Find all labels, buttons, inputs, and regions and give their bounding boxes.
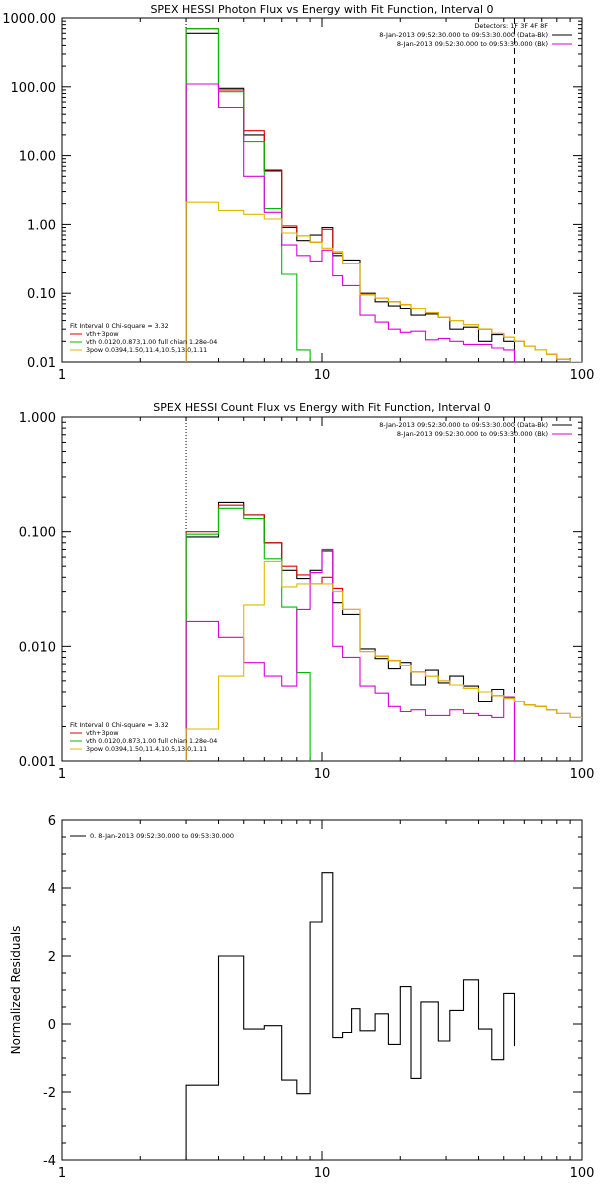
x-tick-label: 1	[58, 767, 66, 782]
series-3-line	[185, 28, 311, 362]
y-tick-label: 1000.00	[2, 12, 56, 27]
y-tick-label: 0.10	[27, 287, 56, 302]
chart-2: SPEX HESSI Count Flux vs Energy with Fit…	[19, 401, 595, 782]
legend-entry: 8-Jan-2013 09:52:30.000 to 09:53:30.000 …	[379, 31, 548, 39]
legend-entry: 8-Jan-2013 09:52:30.000 to 09:53:30.000 …	[379, 421, 548, 429]
y-tick-label: 2	[48, 950, 56, 965]
y-tick-label: 0.100	[19, 526, 56, 541]
x-tick-label: 10	[314, 1166, 331, 1181]
y-tick-label: 4	[48, 882, 56, 897]
y-tick-label: 1.00	[27, 218, 56, 233]
legend-entry: Detectors: 1F 3F 4F 8F	[474, 22, 548, 30]
legend-entry: 0. 8-Jan-2013 09:52:30.000 to 09:53:30.0…	[90, 832, 234, 840]
series-2-line	[185, 28, 582, 362]
y-tick-label: 0.01	[27, 356, 56, 371]
series-4-line	[185, 548, 516, 761]
legend-entry: 8-Jan-2013 09:52:30.000 to 09:53:30.000 …	[397, 40, 548, 48]
y-tick-label: 1.000	[19, 411, 56, 426]
chart-3: Normalized Residuals 1 10 100 6 4 2 0 -2 -4 0. 8-J…	[9, 814, 594, 1181]
plot-frame	[61, 17, 583, 363]
y-tick-label: 0	[48, 1018, 56, 1033]
legend-entry: Fit Interval 0 Chi-square = 3.32	[70, 323, 169, 330]
series-2-line	[185, 504, 582, 761]
x-tick-label: 1	[58, 1166, 66, 1181]
series-5-line	[185, 560, 582, 761]
y-tick-label: 10.00	[19, 150, 56, 165]
chart-title: SPEX HESSI Count Flux vs Energy with Fit…	[153, 401, 490, 414]
y-tick-label: -4	[43, 1154, 56, 1169]
x-tick-label: 100	[570, 368, 595, 383]
series-4-line	[185, 83, 516, 362]
legend-entry: vth+3pow	[86, 331, 118, 338]
series-1-line	[185, 32, 516, 362]
x-tick-label: 100	[570, 1166, 595, 1181]
series-1-line	[185, 501, 516, 761]
y-tick-label: 0.001	[19, 755, 56, 770]
series-5-line	[185, 201, 582, 362]
x-tick-label: 1	[58, 368, 66, 383]
y-axis-label: Normalized Residuals	[9, 926, 23, 1055]
legend-entry: vth 0.0120,0.873,1.00 full chian 1.28e-0…	[86, 738, 217, 745]
series-3-line	[185, 507, 311, 761]
legend-entry: vth 0.0120,0.873,1.00 full chian 1.28e-0…	[86, 339, 217, 346]
plot-frame	[61, 819, 583, 1161]
y-tick-label: 0.010	[19, 640, 56, 655]
series-1-line	[185, 872, 516, 1160]
legend-entry: 3pow 0.0394,1.50,11.4,10.5,13.0,1.11	[86, 746, 207, 753]
x-tick-label: 10	[314, 767, 331, 782]
legend-entry: Fit Interval 0 Chi-square = 3.32	[70, 722, 169, 729]
legend-entry: 8-Jan-2013 09:52:30.000 to 09:53:30.000 …	[397, 430, 548, 438]
chart-1: SPEX HESSI Photon Flux vs Energy with Fi…	[2, 3, 594, 383]
chart-title: SPEX HESSI Photon Flux vs Energy with Fi…	[150, 3, 493, 16]
x-tick-label: 100	[570, 767, 595, 782]
series-group	[185, 872, 516, 1160]
series-group	[185, 501, 582, 761]
y-tick-label: -2	[43, 1086, 56, 1101]
y-tick-label: 100.00	[11, 81, 57, 96]
legend-entry: 3pow 0.0394,1.50,11.4,10.5,13.0,1.11	[86, 347, 207, 354]
series-group	[185, 28, 582, 362]
x-tick-label: 10	[314, 368, 331, 383]
legend-entry: vth+3pow	[86, 730, 118, 737]
y-tick-label: 6	[48, 814, 56, 829]
